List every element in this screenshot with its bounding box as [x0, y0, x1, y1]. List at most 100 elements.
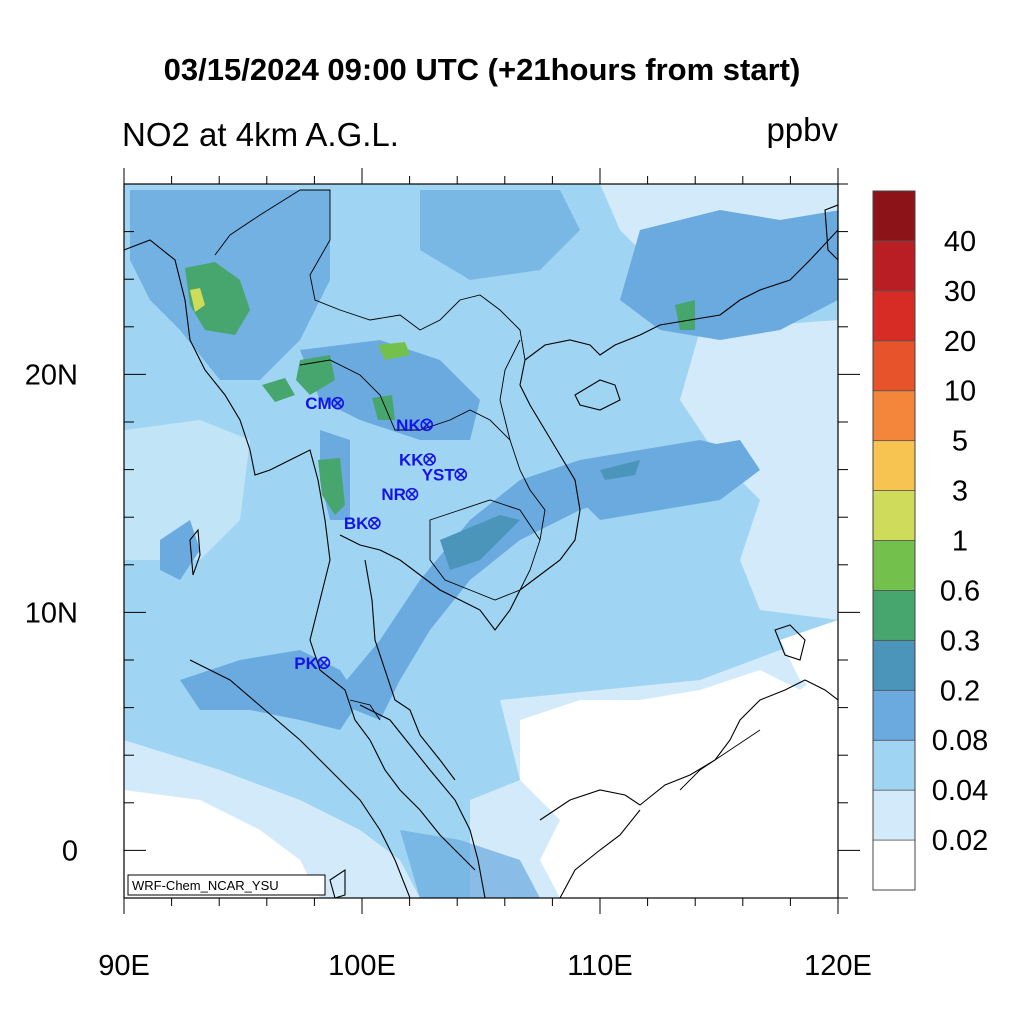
plume-sumatra-south: [400, 830, 540, 898]
coast-sumatra-west: [189, 659, 411, 898]
colorbar-swatch: [872, 440, 916, 491]
site-symbol: [405, 487, 419, 501]
hotspot-laos-north: [378, 342, 410, 360]
coast-hainan: [574, 379, 621, 411]
colorbar-label: 20: [944, 326, 976, 358]
border-cambodia: [429, 499, 541, 601]
colorbar-frame: [872, 190, 916, 891]
x-tick-label: 100E: [328, 950, 396, 982]
colorbar-swatch: [872, 739, 916, 791]
border-thai-malay: [349, 699, 381, 721]
hotspot-shan-1: [262, 378, 295, 402]
site-symbol: [368, 516, 381, 530]
map-frame: [123, 183, 839, 899]
colorbar-swatch: [872, 639, 916, 691]
hotspot-shan-2: [296, 355, 335, 395]
coast-palawan: [774, 624, 806, 661]
colorbar-swatch: [872, 290, 916, 342]
no2-field-map: [124, 184, 838, 898]
coast-myanmar-malaya: [124, 239, 476, 871]
hotspot-chin-peak: [190, 288, 205, 312]
hotspot-guangzhou: [675, 300, 695, 330]
site-marker-yst: YST: [422, 466, 468, 485]
colorbar-swatch: [872, 490, 916, 541]
colorbar-label: 0.04: [932, 775, 988, 807]
colorbar-label: 3: [952, 476, 968, 508]
credit-text: WRF-Chem_NCAR_YSU: [132, 878, 279, 893]
site-marker-pk: PK: [294, 654, 331, 673]
site-label: PK: [294, 654, 318, 673]
border-borneo: [679, 729, 761, 791]
site-symbol: [420, 418, 434, 432]
colorbar-label: 1: [952, 526, 968, 558]
light-region-bay: [124, 420, 250, 560]
colorbar-swatch: [872, 789, 916, 841]
coast-peninsula-east: [364, 559, 456, 781]
site-marker-nk: NK: [396, 416, 434, 435]
hotspot-scs: [600, 460, 640, 480]
plume-guangdong: [620, 210, 838, 340]
colorbar-swatch: [872, 540, 916, 591]
hotspot-cambodia: [440, 515, 520, 570]
colorbar-label: 10: [944, 376, 976, 408]
hotspot-thai-west: [318, 458, 345, 515]
site-symbol: [331, 396, 345, 410]
site-label: BK: [344, 514, 369, 533]
coast-andaman-islands: [189, 528, 201, 576]
y-tick-label: 20N: [25, 359, 78, 391]
units-label: ppbv: [766, 111, 838, 148]
figure-title: 03/15/2024 09:00 UTC (+21hours from star…: [164, 52, 801, 87]
x-tick-label: 90E: [98, 950, 150, 982]
white-region-sw: [124, 790, 320, 898]
site-marker-kk: KK: [399, 450, 436, 469]
colorbar-swatch: [872, 190, 916, 242]
model-credit: WRF-Chem_NCAR_YSU: [127, 874, 326, 896]
white-region-east: [780, 620, 838, 700]
colorbar-label: 40: [944, 226, 976, 258]
colorbar-label: 0.02: [932, 825, 988, 857]
colorbar-swatch: [872, 839, 916, 891]
site-label: CM: [305, 394, 331, 413]
colorbar-label: 0.3: [940, 625, 980, 657]
colorbar-label: 30: [944, 276, 976, 308]
border-myanmar-china-laos: [214, 189, 526, 361]
colorbar-swatch: [872, 590, 916, 641]
site-label: KK: [399, 450, 424, 469]
coast-taiwan: [824, 204, 838, 261]
variable-subtitle: NO2 at 4km A.G.L.: [122, 116, 399, 153]
plume-andaman-islands: [160, 520, 200, 580]
colorbar-swatch: [872, 689, 916, 741]
site-symbol: [423, 453, 436, 466]
plume-scs: [560, 440, 760, 520]
colorbar-label: 5: [952, 426, 968, 458]
y-tick-label: 10N: [25, 597, 78, 629]
site-marker-bk: BK: [344, 514, 381, 533]
plume-laos: [300, 340, 480, 440]
colorbar: 0.02 0.04 0.08 0.2 0.3 0.6 1 3 5 10 20 30 40: [872, 190, 988, 891]
colorbar-label: 0.08: [932, 725, 988, 757]
x-tick-label: 110E: [567, 950, 633, 982]
border-laos-vietnam: [499, 339, 521, 441]
site-marker-nr: NR: [381, 485, 419, 504]
colorbar-swatch: [872, 240, 916, 292]
colorbar-swatch: [872, 340, 916, 392]
coast-sumatra-east: [359, 704, 486, 898]
axis-ticks: 90E 100E 110E 120E 0 10N 20N: [25, 168, 872, 982]
hotspot-chin: [185, 262, 250, 335]
coast-borneo-south: [559, 809, 641, 898]
site-symbol: [317, 656, 331, 670]
colorbar-swatch: [872, 390, 916, 442]
site-symbol: [454, 468, 468, 481]
site-label: NK: [396, 416, 421, 435]
colorbar-label: 0.2: [940, 675, 980, 707]
site-label: NR: [381, 485, 406, 504]
plume-andaman: [180, 650, 360, 730]
border-thai-laos: [299, 359, 546, 541]
y-tick-label: 0: [62, 835, 78, 867]
plume-china-south: [420, 190, 580, 280]
hotspot-nan: [372, 395, 395, 420]
site-marker-cm: CM: [305, 394, 345, 413]
coast-indochina-china: [339, 229, 838, 631]
